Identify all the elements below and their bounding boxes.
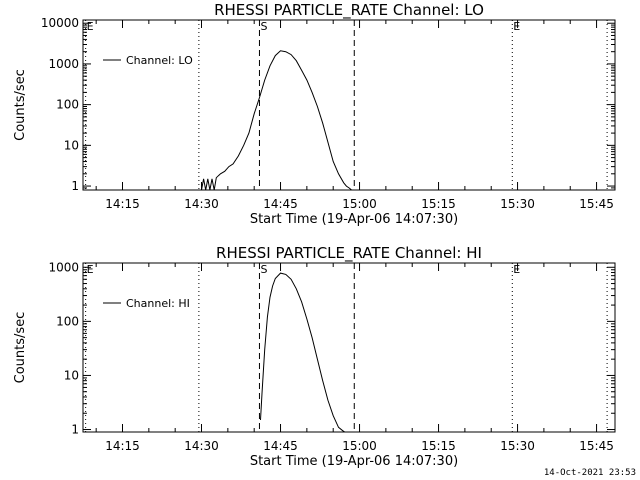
- y-tick-label-lo: 10000: [41, 16, 79, 30]
- y-tick-label-hi: 1: [71, 423, 79, 437]
- legend-label-hi: Channel: HI: [126, 297, 190, 310]
- x-tick-label-hi: 14:15: [105, 439, 140, 453]
- x-axis-label-hi: Start Time (19-Apr-06 14:07:30): [250, 454, 458, 469]
- y-tick-label-lo: 1: [71, 179, 79, 193]
- marker-label-lo: E: [513, 20, 520, 33]
- chart-title-lo: RHESSI PARTICLE_RATE Channel: LO: [214, 1, 484, 20]
- plot-frame-lo: [82, 19, 616, 191]
- marker-label-lo: E: [87, 20, 94, 33]
- y-axis-label-hi: Counts/sec: [13, 312, 28, 384]
- x-tick-label-lo: 14:30: [184, 197, 219, 211]
- x-tick-label-hi: 15:15: [421, 439, 456, 453]
- y-axis-label-lo: Counts/sec: [13, 69, 28, 141]
- legend-label-lo: Channel: LO: [126, 54, 193, 67]
- x-tick-label-hi: 15:45: [579, 439, 614, 453]
- x-tick-label-lo: 15:45: [579, 197, 614, 211]
- series-line-lo: [201, 50, 352, 191]
- y-tick-label-lo: 100: [56, 98, 79, 112]
- x-tick-label-lo: 14:15: [105, 197, 140, 211]
- y-tick-label-lo: 1000: [48, 57, 79, 71]
- x-tick-label-hi: 14:30: [184, 439, 219, 453]
- y-tick-label-hi: 10: [64, 368, 79, 382]
- marker-label-hi: E: [87, 263, 94, 276]
- series-line-hi: [260, 272, 346, 433]
- plot-frame-hi: [82, 262, 616, 433]
- y-tick-label-lo: 10: [64, 138, 79, 152]
- x-axis-label-lo: Start Time (19-Apr-06 14:07:30): [250, 212, 458, 227]
- x-tick-label-hi: 15:00: [342, 439, 377, 453]
- chart-panel-lo: RHESSI PARTICLE_RATE Channel: LO 1 10 100 10…: [13, 1, 616, 227]
- marker-label-hi: S: [260, 263, 267, 276]
- marker-label-hi: E: [513, 263, 520, 276]
- x-tick-label-lo: 15:30: [500, 197, 535, 211]
- y-tick-label-hi: 100: [56, 314, 79, 328]
- y-tick-label-hi: 1000: [48, 260, 79, 274]
- footer-timestamp: 14-Oct-2021 23:53: [544, 468, 636, 478]
- chart-title-hi: RHESSI PARTICLE_RATE Channel: HI: [216, 244, 482, 263]
- chart-panel-hi: RHESSI PARTICLE_RATE Channel: HI 1 10 100 10…: [13, 244, 616, 469]
- x-tick-label-hi: 14:45: [263, 439, 298, 453]
- x-tick-label-hi: 15:30: [500, 439, 535, 453]
- x-tick-label-lo: 15:15: [421, 197, 456, 211]
- marker-label-lo: S: [260, 20, 267, 33]
- x-tick-label-lo: 14:45: [263, 197, 298, 211]
- x-tick-label-lo: 15:00: [342, 197, 377, 211]
